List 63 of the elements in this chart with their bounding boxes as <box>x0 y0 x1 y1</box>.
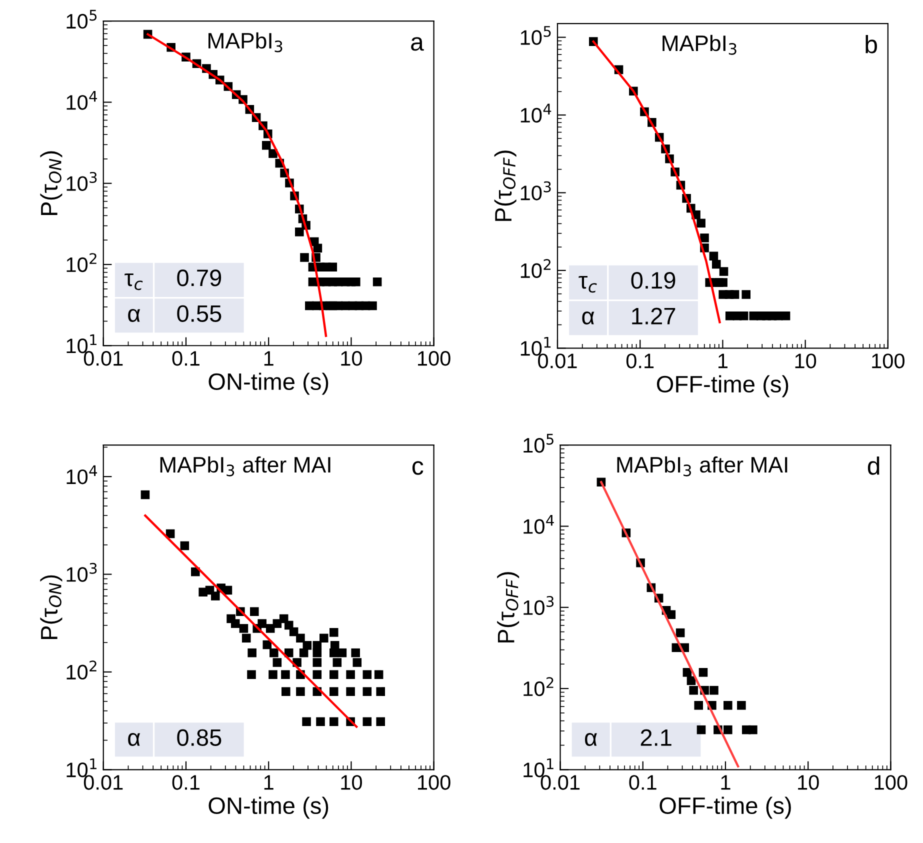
annotation: 0.19 <box>631 272 676 289</box>
x-axis-title: ON-time (s) <box>208 372 328 395</box>
annotation: c <box>412 461 424 475</box>
annotation: a <box>411 37 424 51</box>
annotation: 0.79 <box>177 270 222 286</box>
annotation: b <box>866 34 877 54</box>
x-tick-label: 1 <box>721 775 730 790</box>
y-axis-title: P(τ$_{ON}$) <box>40 151 62 215</box>
y-tick-label: 10$^{2}$ <box>66 253 96 272</box>
chart-title: MAPbI$_{3}$ after MAI <box>160 456 330 476</box>
x-tick-label: 10 <box>798 775 819 790</box>
y-tick-label: 10$^{5}$ <box>524 434 554 453</box>
x-tick-label: 10 <box>795 354 816 368</box>
x-tick-label: 0.01 <box>540 775 580 790</box>
y-tick-label: 10$^{2}$ <box>520 259 550 278</box>
y-tick-label: 10$^{3}$ <box>524 596 554 615</box>
y-tick-label: 10$^{3}$ <box>66 172 97 191</box>
x-axis-title: OFF-time (s) <box>656 375 788 398</box>
x-tick-label: 1 <box>264 351 274 366</box>
annotation: 0.55 <box>177 305 222 322</box>
x-tick-label: 100 <box>418 351 450 366</box>
annotation: α <box>128 733 140 746</box>
y-tick-label: 10$^{5}$ <box>520 26 551 45</box>
y-tick-label: 10$^{4}$ <box>66 91 98 110</box>
x-tick-label: 0.01 <box>84 775 123 790</box>
x-tick-label: 0.1 <box>172 775 200 790</box>
y-tick-label: 10$^{3}$ <box>66 562 97 582</box>
x-tick-label: 0.01 <box>538 354 577 368</box>
x-axis-title: ON-time (s) <box>208 796 328 819</box>
y-axis-title: P(τ$_{OFF}$) <box>494 150 516 221</box>
chart-title: MAPbI$_{3}$ <box>208 32 282 52</box>
x-axis-title: OFF-time (s) <box>660 796 791 819</box>
chart-title: MAPbI$_{3}$ <box>662 34 736 55</box>
x-tick-label: 0.01 <box>84 351 123 366</box>
annotation: 0.85 <box>177 729 222 746</box>
x-tick-label: 0.1 <box>172 351 200 366</box>
annotation: 2.1 <box>640 729 672 746</box>
annotation: 1.27 <box>632 308 676 324</box>
y-tick-label: 10$^{5}$ <box>66 10 97 29</box>
y-axis-title: P(τ$_{OFF}$) <box>497 572 520 642</box>
annotation: d <box>868 456 880 475</box>
x-tick-label: 10 <box>341 775 362 790</box>
x-tick-label: 100 <box>872 354 904 368</box>
annotation: α <box>128 309 140 322</box>
x-tick-label: 100 <box>418 775 450 790</box>
x-tick-label: 1 <box>718 354 728 368</box>
x-tick-label: 0.1 <box>626 354 654 368</box>
y-tick-label: 10$^{2}$ <box>66 660 96 680</box>
annotation: τ$_{c}$ <box>124 274 143 290</box>
x-tick-label: 0.1 <box>629 775 656 790</box>
x-tick-label: 10 <box>341 351 362 366</box>
y-tick-label: 10$^{4}$ <box>66 465 98 484</box>
annotation: α <box>584 733 597 746</box>
chart-title: MAPbI$_{3}$ after MAI <box>617 456 788 476</box>
y-tick-label: 10$^{4}$ <box>520 104 552 123</box>
y-tick-label: 10$^{3}$ <box>520 181 551 200</box>
x-tick-label: 100 <box>874 775 908 790</box>
annotation: τ$_{c}$ <box>578 276 597 293</box>
y-tick-label: 10$^{2}$ <box>524 677 554 696</box>
y-axis-title: P(τ$_{ON}$) <box>40 575 62 639</box>
y-tick-label: 10$^{4}$ <box>524 515 554 534</box>
annotation: α <box>582 312 594 324</box>
x-tick-label: 1 <box>264 775 274 790</box>
